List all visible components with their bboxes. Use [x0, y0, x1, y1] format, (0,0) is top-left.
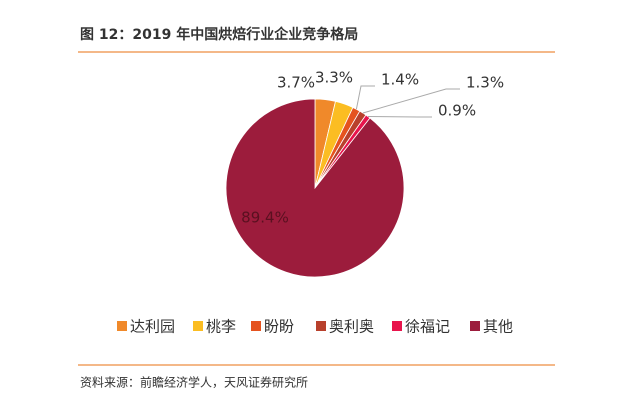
legend-swatch [392, 321, 402, 331]
legend-label: 其他 [483, 318, 513, 336]
pie-slice [225, 98, 405, 278]
legend-label: 徐福记 [405, 318, 450, 336]
data-label: 0.9% [438, 102, 476, 120]
data-label: 1.3% [466, 74, 504, 92]
leader-line [355, 85, 375, 110]
legend-swatch [316, 321, 326, 331]
legend-label: 桃李 [206, 318, 236, 336]
source: 资料来源：前瞻经济学人，天风证券研究所 [80, 375, 308, 390]
data-label: 3.3% [315, 69, 353, 87]
legend-swatch [117, 321, 127, 331]
legend-label: 盼盼 [264, 318, 294, 336]
legend-swatch [193, 321, 203, 331]
data-label: 1.4% [381, 71, 419, 89]
legend-swatch [470, 321, 480, 331]
data-label: 89.4% [241, 209, 289, 227]
leader-line [367, 115, 432, 118]
leader-line [362, 88, 460, 114]
chart-title: 图 12：2019 年中国烘焙行业企业竞争格局 [80, 26, 358, 43]
legend-swatch [251, 321, 261, 331]
legend-label: 奥利奥 [329, 318, 374, 336]
data-label: 3.7% [277, 74, 315, 92]
legend-label: 达利园 [130, 318, 175, 336]
